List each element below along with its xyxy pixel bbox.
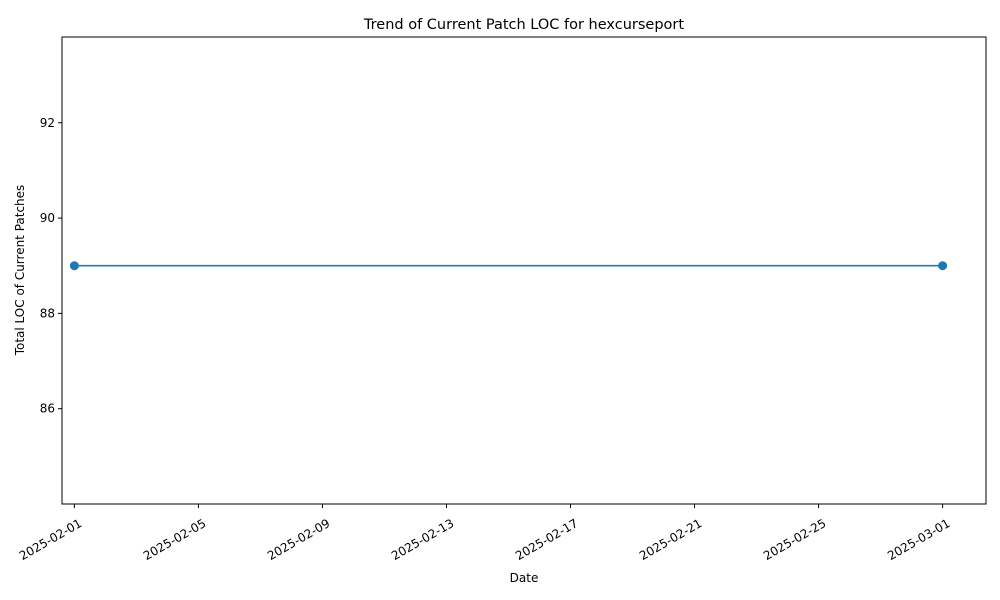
x-axis-label: Date [510, 571, 539, 585]
y-tick-label: 86 [40, 402, 55, 416]
series-layer [69, 261, 948, 271]
y-tick-label: 88 [40, 306, 55, 320]
y-axis: 86 88 90 92 [40, 116, 62, 416]
y-axis-label: Total LOC of Current Patches [13, 185, 27, 357]
plot-frame [61, 36, 987, 505]
chart-title: Trend of Current Patch LOC for hexcursep… [363, 17, 684, 33]
y-tick-label: 92 [40, 116, 55, 130]
y-tick-label: 90 [40, 211, 55, 225]
data-point [938, 261, 948, 271]
data-point [69, 261, 79, 271]
